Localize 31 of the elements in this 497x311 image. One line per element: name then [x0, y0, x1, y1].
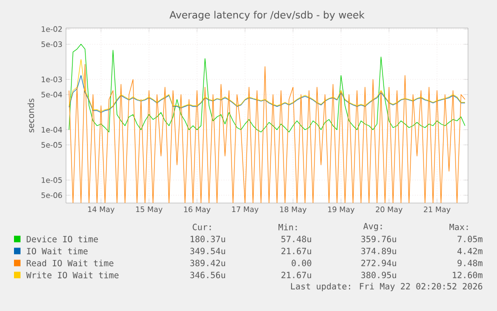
text: 4.42m [457, 248, 482, 254]
text: 349.54u [190, 248, 226, 254]
y-axis-title: seconds [28, 98, 34, 132]
text: 380.95u [361, 272, 396, 278]
legend-label: Write IO Wait time [26, 272, 119, 278]
text: 374.89u [361, 248, 396, 254]
text: Max: [450, 224, 468, 230]
text: 9.48m [458, 260, 482, 266]
text: 57.48u [281, 236, 312, 242]
text: 346.56u [190, 272, 226, 278]
line-series [68, 59, 466, 112]
text: Cur: [192, 224, 211, 230]
text: 389.42u [190, 260, 226, 266]
text: 21.67u [281, 272, 312, 278]
text: 272.94u [361, 260, 396, 266]
text: 180.37u [190, 236, 226, 242]
text: 21.67u [281, 248, 312, 254]
legend-label: IO Wait time [27, 248, 88, 254]
legend-label: Read IO Wait time [26, 260, 114, 266]
legend-label: Device IO time [26, 236, 98, 242]
text: 12.60m [452, 272, 482, 278]
text: Last update: Fri May 22 02:20:52 2026 [291, 282, 482, 292]
line-series [68, 64, 466, 204]
text: 0.00 [292, 260, 312, 266]
text: 359.76u [361, 236, 396, 242]
line-series [68, 44, 466, 132]
text: Min: [278, 224, 297, 230]
line-series [68, 75, 466, 113]
text: Avg: [363, 222, 382, 232]
chart-title: Average latency for /dev/sdb - by week [170, 10, 365, 21]
text: 7.05m [458, 236, 482, 242]
